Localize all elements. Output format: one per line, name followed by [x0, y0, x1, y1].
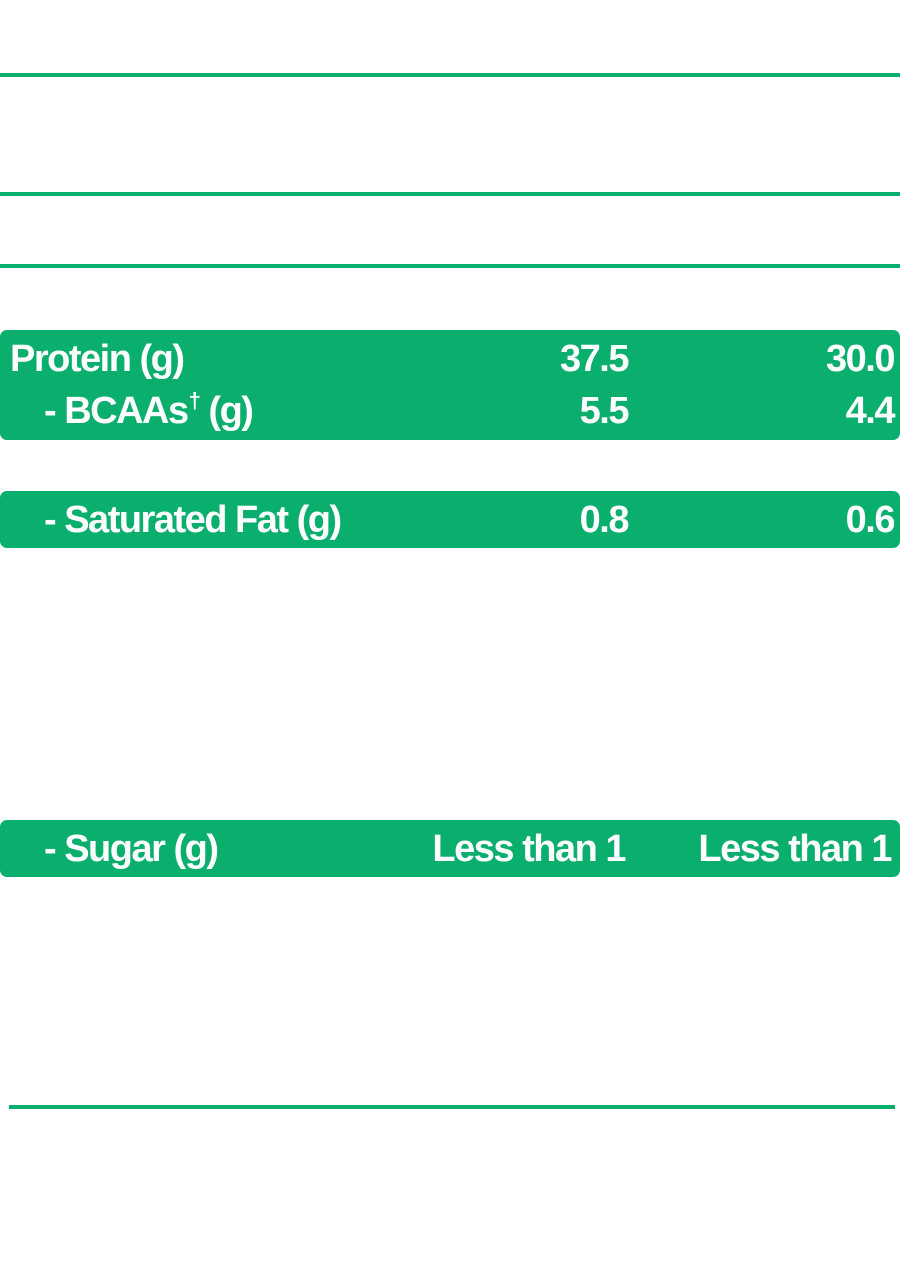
nutrient-value-column-1: Less than 1 [432, 828, 626, 870]
divider-line [0, 192, 900, 196]
nutrient-label-unit: (g) [199, 390, 254, 432]
highlight-band-sugar: - Sugar (g) Less than 1 Less than 1 [0, 820, 900, 877]
nutrient-value-column-2: 4.4 [845, 390, 896, 432]
nutrient-value-column-1: 37.5 [560, 338, 629, 380]
dagger-footnote-mark: † [188, 388, 201, 413]
nutrient-value-column-1: 0.8 [579, 499, 630, 541]
nutrition-row-protein: Protein (g) 37.5 30.0 [0, 334, 900, 384]
nutrient-value-column-2: Less than 1 [698, 828, 892, 870]
nutrient-label-text: - BCAAs [44, 390, 189, 432]
divider-line [9, 1105, 895, 1109]
nutrition-row-saturated-fat: - Saturated Fat (g) 0.8 0.6 [0, 495, 900, 545]
highlight-band-saturated-fat: - Saturated Fat (g) 0.8 0.6 [0, 491, 900, 548]
nutrient-label: Protein (g) [10, 338, 185, 380]
divider-line [0, 264, 900, 268]
nutrition-row-sugar: - Sugar (g) Less than 1 Less than 1 [0, 824, 900, 874]
nutrient-value-column-2: 30.0 [826, 338, 895, 380]
nutrient-label: - BCAAs† (g) [44, 386, 254, 436]
nutrient-label: - Saturated Fat (g) [44, 499, 342, 541]
nutrient-label: - Sugar (g) [44, 828, 219, 870]
highlight-band-protein: Protein (g) 37.5 30.0 - BCAAs† (g) 5.5 4… [0, 330, 900, 440]
nutrient-value-column-2: 0.6 [845, 499, 896, 541]
nutrition-row-bcaas: - BCAAs† (g) 5.5 4.4 [0, 386, 900, 436]
nutrient-value-column-1: 5.5 [579, 390, 630, 432]
divider-line [0, 73, 900, 77]
